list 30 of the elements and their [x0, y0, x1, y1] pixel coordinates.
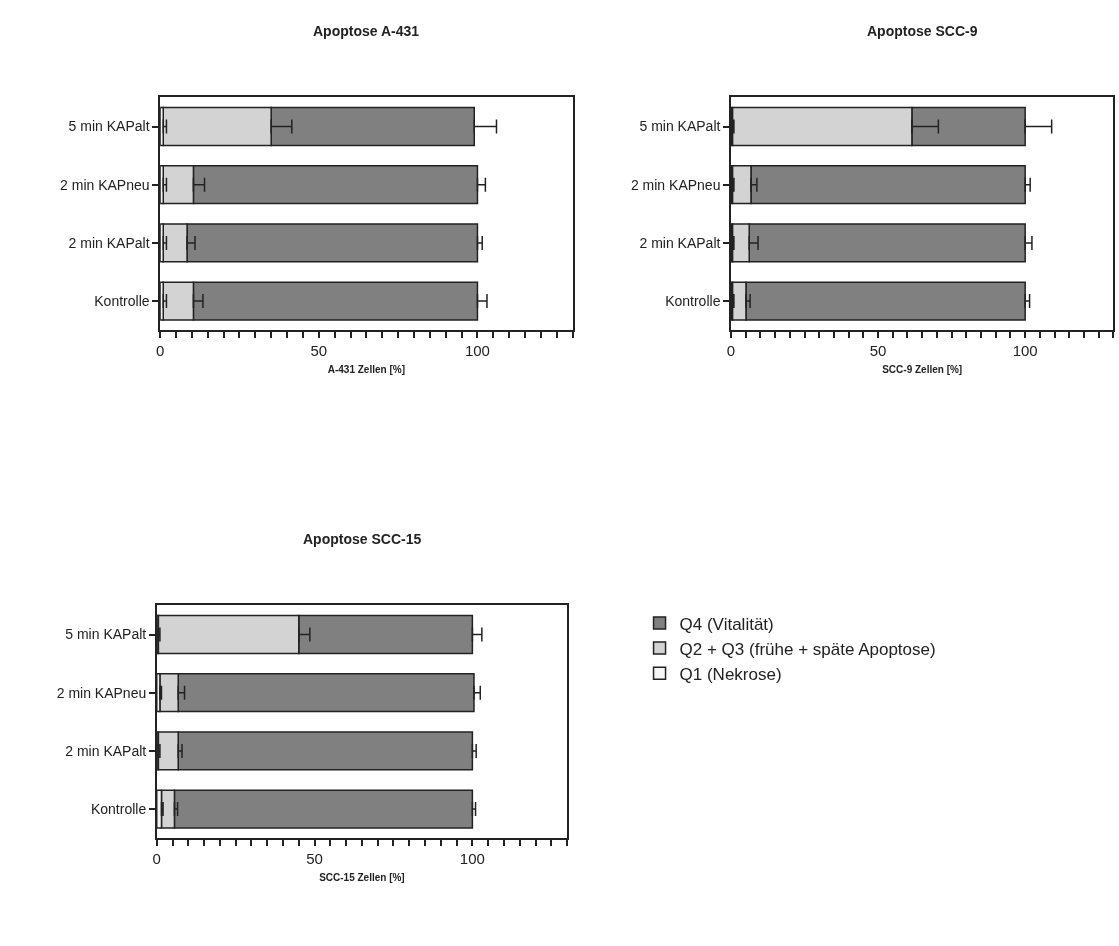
- x-tick-label: 100: [464, 341, 490, 359]
- y-tick-label: Kontrolle: [94, 292, 150, 309]
- x-tick-label: 0: [152, 849, 161, 867]
- x-tick-label: 0: [155, 341, 165, 359]
- y-tick-label: 2 min KAPneu: [60, 176, 150, 193]
- x-axis-title: A-431 Zellen [%]: [327, 363, 405, 375]
- legend-label: Q4 (Vitalität): [679, 614, 774, 634]
- y-tick-label: 5 min KAPalt: [68, 118, 150, 135]
- x-tick-label: 50: [306, 849, 323, 867]
- y-tick-label: Kontrolle: [665, 292, 721, 309]
- x-tick-label: 50: [310, 341, 328, 359]
- chart-title: Apoptose SCC-9: [867, 23, 978, 39]
- chart-title: Apoptose A-431: [313, 23, 420, 39]
- y-tick-label: Kontrolle: [90, 800, 147, 817]
- x-tick-label: 50: [869, 341, 887, 359]
- y-tick-label: 2 min KAPalt: [68, 234, 150, 251]
- x-tick-label: 100: [459, 849, 485, 867]
- x-tick-label: 0: [726, 341, 736, 359]
- legend-label: Q2 + Q3 (frühe + späte Apoptose): [679, 639, 936, 659]
- x-tick-label: 100: [1012, 341, 1038, 359]
- y-tick-label: 2 min KAPalt: [65, 742, 147, 759]
- x-axis-title: SCC-15 Zellen [%]: [319, 871, 405, 883]
- chart-title: Apoptose SCC-15: [303, 531, 422, 547]
- y-tick-label: 2 min KAPneu: [56, 684, 147, 701]
- y-tick-label: 2 min KAPneu: [630, 176, 721, 193]
- y-tick-label: 5 min KAPalt: [639, 118, 721, 135]
- y-tick-label: 5 min KAPalt: [65, 626, 147, 643]
- x-axis-title: SCC-9 Zellen [%]: [882, 363, 963, 375]
- legend-label: Q1 (Nekrose): [679, 664, 782, 684]
- y-tick-label: 2 min KAPalt: [639, 234, 721, 251]
